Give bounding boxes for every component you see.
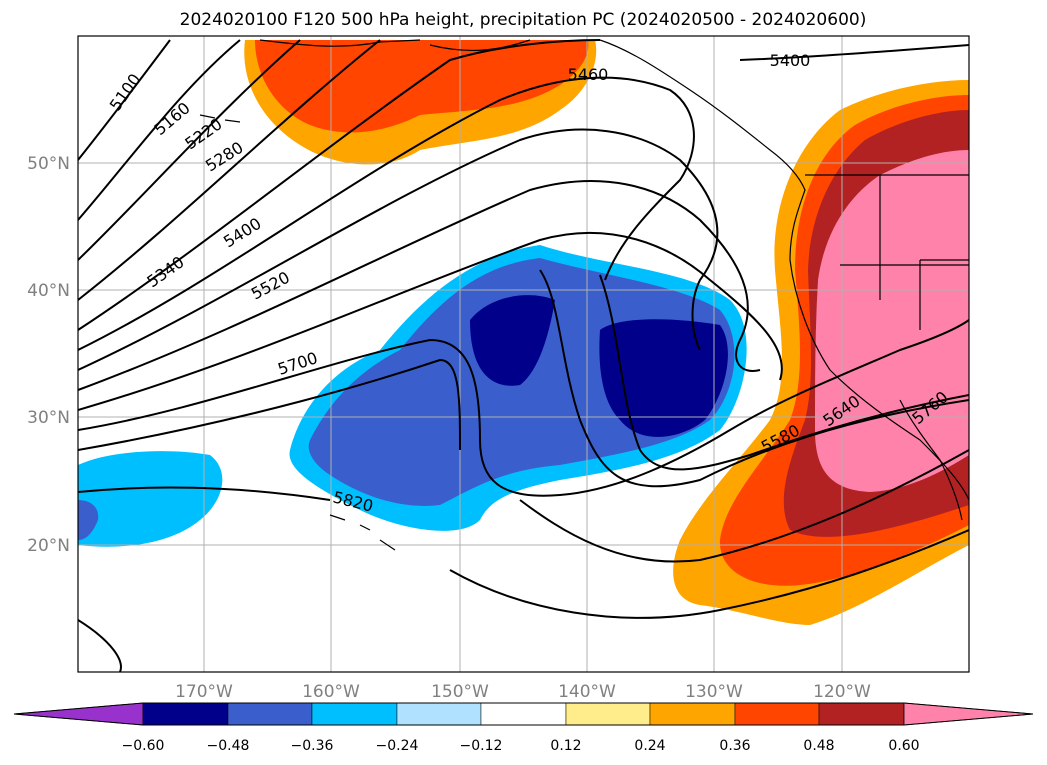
colorbar-segment [396, 702, 482, 726]
colorbar-tick: −0.12 [460, 738, 503, 754]
colorbar-tick: −0.36 [291, 738, 334, 754]
height-contours [78, 39, 969, 672]
grid-lines [78, 36, 969, 672]
colorbar: −0.60 −0.48 −0.36 −0.24 −0.12 0.12 0.24 … [13, 702, 1034, 754]
lat-label: 20°N [27, 536, 70, 556]
colorbar-segment [311, 702, 398, 726]
colorbar-tick: 0.24 [634, 738, 665, 754]
lon-label: 120°W [813, 682, 871, 702]
colorbar-segment [565, 702, 651, 726]
lat-label: 50°N [27, 154, 70, 174]
colorbar-segment [480, 702, 567, 726]
colorbar-over-arrow [903, 702, 1034, 726]
lat-label: 40°N [27, 281, 70, 301]
lon-label: 140°W [558, 682, 616, 702]
longitude-labels: 170°W 160°W 150°W 140°W 130°W 120°W [175, 682, 871, 702]
colorbar-tick: 0.36 [719, 738, 750, 754]
figure-title: 2024020100 F120 500 hPa height, precipit… [180, 10, 867, 30]
colorbar-tick: −0.60 [122, 738, 165, 754]
colorbar-tick: 0.12 [550, 738, 581, 754]
lon-label: 150°W [431, 682, 489, 702]
map-panel: 5100 5160 5220 5280 5340 5400 5520 5700 … [78, 36, 969, 672]
lon-label: 130°W [685, 682, 743, 702]
lat-label: 30°N [27, 408, 70, 428]
colorbar-segment [818, 702, 905, 726]
colorbar-segment [227, 702, 313, 726]
colorbar-tick: −0.48 [207, 738, 250, 754]
precip-positive-north [244, 40, 597, 165]
map-frame [77, 35, 970, 673]
coastlines [199, 39, 969, 551]
colorbar-tick: −0.24 [376, 738, 419, 754]
lon-label: 170°W [175, 682, 233, 702]
contour-label: 5400 [770, 51, 811, 70]
colorbar-segment [734, 702, 820, 726]
precip-negative [78, 245, 747, 547]
lon-label: 160°W [302, 682, 360, 702]
colorbar-segment [649, 702, 736, 726]
latitude-labels: 50°N 40°N 30°N 20°N [27, 154, 70, 556]
contour-label: 5460 [568, 65, 609, 84]
colorbar-tick: 0.48 [803, 738, 834, 754]
colorbar-segment [142, 702, 229, 726]
colorbar-under-arrow [13, 702, 144, 726]
colorbar-tick: 0.60 [888, 738, 919, 754]
